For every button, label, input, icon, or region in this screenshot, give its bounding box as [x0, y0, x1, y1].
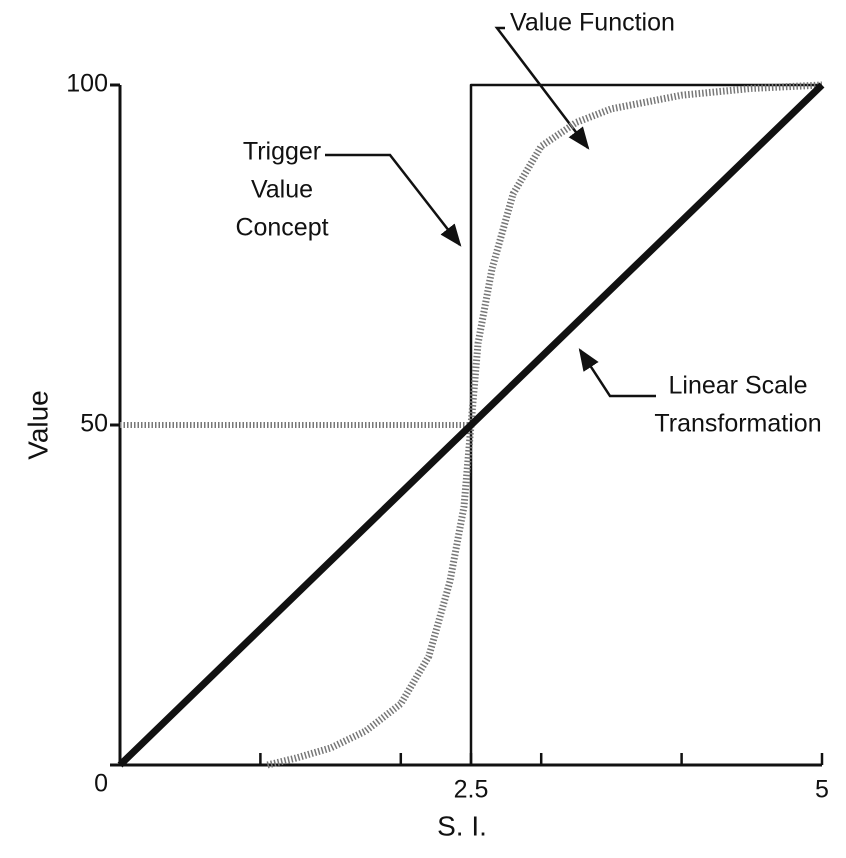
annotation: Trigger: [243, 138, 321, 166]
annotation: Value: [251, 176, 313, 204]
annotation: Value Function: [510, 9, 675, 37]
annotation: Concept: [235, 214, 328, 242]
series-line: [266, 81, 823, 769]
arrow: [578, 348, 656, 398]
series-line: [469, 83, 822, 765]
x-tick-label: 5: [815, 776, 829, 804]
arrow: [325, 153, 462, 247]
x-tick-label: 2.5: [454, 776, 489, 804]
annotation: Transformation: [654, 410, 821, 438]
arrow: [494, 26, 590, 150]
annotation: Linear Scale: [669, 372, 808, 400]
y-tick-label: 100: [66, 70, 108, 98]
y-tick-label: 0: [94, 770, 108, 798]
y-tick-label: 50: [80, 410, 108, 438]
x-axis-label: S. I.: [437, 810, 487, 841]
series-line: [117, 82, 825, 768]
y-axis-label: Value: [22, 390, 53, 460]
